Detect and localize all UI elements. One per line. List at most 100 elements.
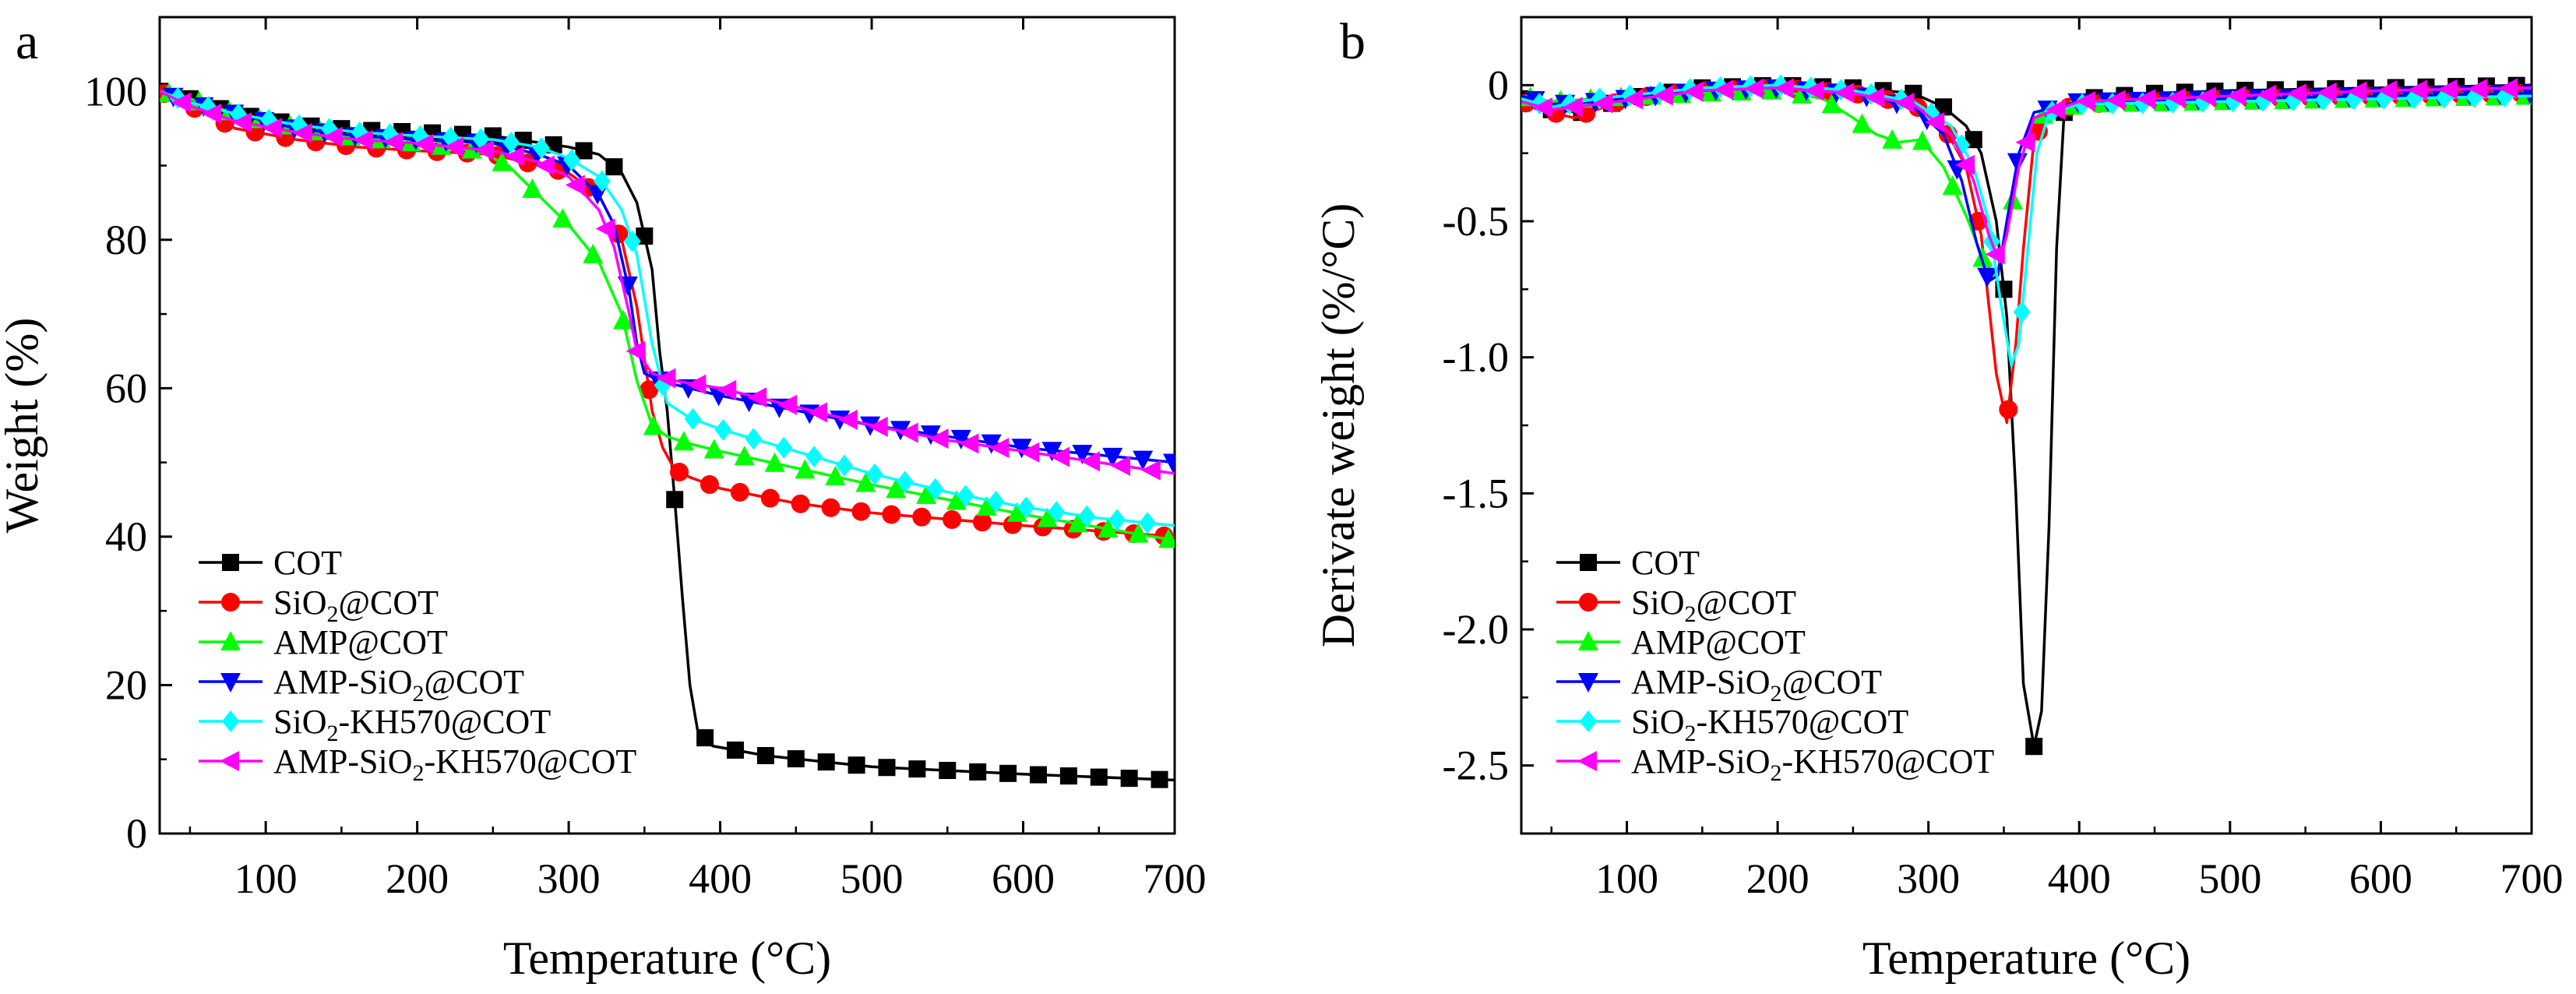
data-point	[700, 474, 719, 494]
data-point	[999, 764, 1017, 782]
data-point	[2437, 79, 2458, 100]
data-point	[623, 230, 641, 252]
data-point	[1120, 770, 1138, 788]
data-point	[764, 452, 785, 472]
legend-entry: AMP-SiO2​@COT	[273, 663, 524, 707]
legend-entry: SiO2​@COT	[273, 583, 439, 627]
data-point	[817, 753, 835, 771]
data-point	[1037, 507, 1058, 527]
y-tick-label: -2.0	[1443, 606, 1509, 653]
legend-entry: COT	[273, 544, 342, 582]
data-point	[851, 502, 871, 521]
data-point	[1955, 154, 1975, 175]
x-tick-label: 300	[1897, 855, 1960, 902]
legend-marker	[1578, 631, 1598, 650]
data-point	[2347, 81, 2367, 102]
data-point	[670, 463, 689, 482]
data-point	[533, 137, 551, 160]
data-point	[1804, 80, 1824, 101]
data-point	[1048, 501, 1066, 523]
data-point	[865, 463, 883, 485]
legend-marker	[220, 631, 241, 650]
panel-letter-a: a	[16, 13, 38, 70]
data-point	[1774, 78, 1794, 99]
data-point	[1050, 446, 1070, 467]
data-point	[1977, 267, 1998, 287]
x-tick-label: 700	[2500, 855, 2564, 902]
data-point	[878, 759, 896, 777]
data-point	[730, 482, 749, 502]
legend-marker	[222, 710, 239, 732]
data-point	[673, 431, 694, 451]
x-tick-label: 400	[2048, 855, 2111, 902]
series-line	[160, 90, 1175, 542]
data-point	[2013, 301, 2031, 323]
data-point	[583, 243, 604, 263]
data-point	[2166, 87, 2187, 108]
legend-marker	[1577, 751, 1597, 771]
legend: COTSiO2​@COTAMP@COTAMP-SiO2​@COTSiO2​-KH…	[199, 544, 636, 786]
data-point	[896, 471, 914, 493]
data-point	[989, 438, 1010, 459]
y-tick-label: 60	[105, 365, 147, 411]
data-point	[1151, 770, 1168, 788]
data-point	[1533, 97, 1553, 118]
data-point	[943, 510, 962, 530]
legend-entry: SiO2​@COT	[1631, 583, 1796, 627]
legend: COTSiO2​@COTAMP@COTAMP-SiO2​@COTSiO2​-KH…	[1556, 544, 1994, 786]
data-point	[775, 436, 793, 459]
data-point	[1163, 453, 1175, 474]
data-point	[868, 416, 888, 437]
data-point	[322, 126, 343, 147]
data-point	[414, 133, 434, 154]
data-point	[1912, 130, 1933, 150]
data-point	[1864, 87, 1884, 108]
data-point	[745, 428, 763, 450]
data-point	[1852, 113, 1873, 133]
x-tick-label: 600	[2349, 855, 2412, 902]
data-point	[787, 750, 805, 768]
data-point	[1011, 439, 1032, 459]
data-point	[898, 422, 918, 443]
data-point	[976, 496, 997, 516]
data-point	[534, 155, 555, 176]
panel-a: a 100 200 300 400 500 600 700 0 20 40 60 80 100 Tempe…	[0, 13, 1207, 984]
data-point	[1133, 450, 1154, 471]
data-point	[882, 505, 901, 524]
y-tick-label: 0	[126, 810, 147, 857]
x-tick-label: 500	[2198, 855, 2261, 902]
data-point	[1029, 766, 1047, 784]
series-line	[160, 90, 1175, 538]
data-point	[202, 103, 222, 124]
y-tick-label: -1.0	[1443, 334, 1509, 381]
data-point	[2497, 78, 2518, 99]
data-point	[1965, 131, 1982, 149]
x-tick-label: 400	[689, 855, 752, 902]
series-line	[160, 90, 1175, 527]
data-point	[593, 170, 611, 192]
data-point	[969, 763, 987, 781]
data-point	[756, 746, 774, 764]
data-point	[837, 409, 858, 430]
data-point	[920, 425, 941, 446]
x-tick-label: 100	[1595, 855, 1658, 902]
x-tick-label: 700	[1144, 855, 1207, 902]
y-tick-label: -1.5	[1443, 470, 1509, 516]
data-point	[795, 459, 816, 479]
data-point	[807, 402, 827, 423]
data-point	[666, 491, 684, 509]
y-tick-label: 100	[84, 68, 147, 115]
data-point	[2136, 89, 2156, 110]
data-point	[848, 756, 865, 774]
data-point	[929, 428, 949, 449]
legend-entry: COT	[1631, 544, 1700, 582]
data-point	[1744, 78, 1764, 99]
x-tick-label: 100	[234, 855, 298, 902]
series-line	[1521, 89, 2532, 277]
data-point	[383, 132, 403, 153]
data-point	[1985, 244, 2005, 265]
data-point	[1683, 81, 1704, 102]
data-point	[2520, 84, 2532, 104]
data-point	[1006, 502, 1027, 522]
data-point	[444, 136, 464, 157]
